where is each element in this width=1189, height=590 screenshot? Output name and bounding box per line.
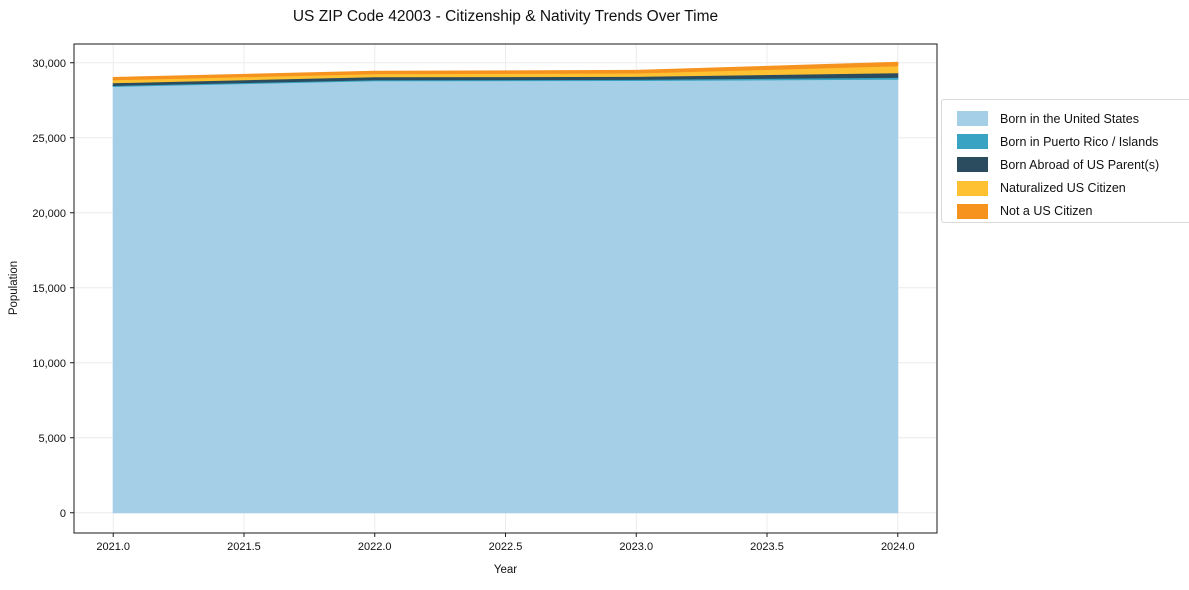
x-tick-label: 2021.5 — [227, 541, 261, 553]
legend-swatch-icon — [957, 203, 988, 219]
y-tick-label: 20,000 — [32, 208, 66, 220]
legend-swatch-icon — [957, 134, 988, 150]
x-tick-label: 2022.5 — [489, 541, 523, 553]
x-tick-label: 2023.5 — [750, 541, 784, 553]
area-series — [112, 78, 899, 514]
x-tick-label: 2023.0 — [619, 541, 653, 553]
legend-label: Naturalized US Citizen — [1000, 181, 1126, 196]
y-tick-label: 25,000 — [32, 133, 66, 145]
y-axis-label: Population — [8, 260, 20, 316]
x-tick-label: 2021.0 — [96, 541, 130, 553]
y-tick-label: 10,000 — [32, 358, 66, 370]
legend: Born in the United States Born in Puerto … — [941, 99, 1189, 223]
legend-swatch-icon — [957, 111, 988, 127]
y-tick-label: 30,000 — [32, 58, 66, 70]
legend-item: Born in Puerto Rico / Islands — [957, 130, 1189, 153]
area-series — [112, 61, 899, 81]
legend-label: Born Abroad of US Parent(s) — [1000, 157, 1160, 172]
x-tick-label: 2024.0 — [881, 541, 915, 553]
legend-item: Naturalized US Citizen — [957, 177, 1189, 200]
legend-swatch-icon — [957, 180, 988, 196]
y-tick-label: 5,000 — [38, 433, 66, 445]
legend-swatch-icon — [957, 157, 988, 173]
legend-label: Not a US Citizen — [1000, 204, 1093, 219]
legend-item: Not a US Citizen — [957, 200, 1189, 223]
legend-item: Born in the United States — [957, 107, 1189, 130]
legend-label: Born in the United States — [1000, 111, 1139, 126]
legend-label: Born in Puerto Rico / Islands — [1000, 134, 1159, 149]
y-tick-label: 15,000 — [32, 283, 66, 295]
legend-item: Born Abroad of US Parent(s) — [957, 153, 1189, 176]
chart-title: US ZIP Code 42003 - Citizenship & Nativi… — [292, 8, 719, 25]
y-tick-label: 0 — [60, 508, 66, 520]
x-axis-label: Year — [493, 564, 518, 576]
x-tick-label: 2022.0 — [358, 541, 392, 553]
